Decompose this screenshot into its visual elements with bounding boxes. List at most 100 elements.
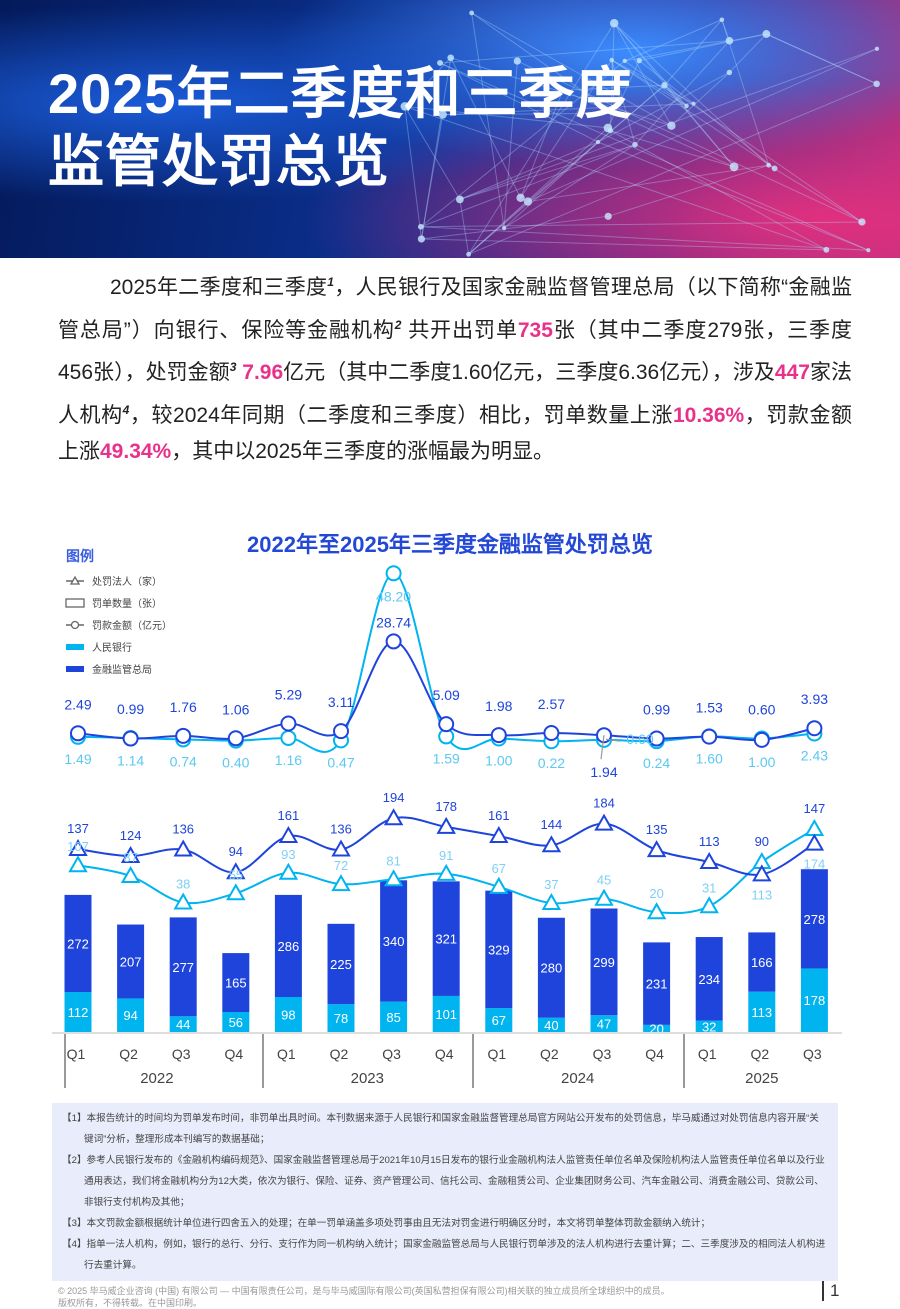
highlight-figure: 7.96: [242, 361, 284, 385]
quarter-tick-label: Q2: [750, 1046, 769, 1062]
bar-nfra: [485, 890, 513, 1009]
bar-label-pboc: 20: [649, 1021, 663, 1036]
entities-label-pboc: 67: [492, 861, 506, 876]
bar-pboc: [800, 968, 828, 1032]
network-line: [439, 62, 599, 143]
bar-pboc: [64, 992, 92, 1032]
paragraph-text: 亿元（其中二季度1.60亿元，三季度6.36亿元），涉及: [283, 361, 775, 385]
network-line: [471, 12, 672, 127]
fine-label-nfra: 0.99: [643, 702, 670, 718]
entities-label-nfra: 161: [278, 808, 300, 823]
network-line: [503, 141, 599, 229]
triangle-marker-nfra: [436, 816, 456, 834]
fine-line-nfra: [77, 640, 815, 742]
entities-label-pboc: 38: [176, 876, 190, 891]
network-node: [466, 251, 472, 257]
triangle-marker-nfra: [331, 839, 351, 857]
bar-label-nfra: 329: [488, 942, 510, 957]
network-line: [562, 89, 735, 168]
paragraph-text: 共开出罚单: [401, 318, 518, 342]
network-line: [520, 90, 564, 198]
paragraph-text: ，较2024年同期（二季度和三季度）相比，罚单数量上涨: [129, 403, 673, 427]
copyright-line: © 2025 毕马威企业咨询 (中国) 有限公司 — 中国有限责任公司，是与毕马…: [58, 1286, 670, 1296]
network-node: [417, 223, 424, 230]
paragraph-text: 张（其中二季度279张，三季度456张），处罚金额: [58, 318, 852, 385]
bar-nfra: [380, 880, 408, 1002]
network-line: [613, 22, 687, 107]
fine-label-nfra: 1.76: [170, 699, 197, 715]
network-line: [468, 84, 665, 255]
footnote-ref: 2: [394, 317, 402, 332]
highlight-figure: 447: [774, 361, 810, 385]
paragraph-text: 家法人机构: [58, 361, 852, 427]
circle-marker-nfra: [753, 731, 770, 748]
bar-nfra: [64, 894, 92, 993]
bar-nfra: [222, 953, 250, 1013]
triangle-marker-nfra: [699, 851, 719, 869]
year-label: 2025: [745, 1070, 778, 1087]
entities-label-nfra: 136: [330, 822, 352, 837]
bar-nfra: [695, 937, 723, 1021]
triangle-marker-pboc: [383, 869, 404, 887]
network-line: [607, 60, 640, 129]
network-line: [729, 33, 767, 73]
network-node: [417, 235, 426, 243]
triangle-marker-pboc: [594, 888, 614, 906]
network-node: [603, 123, 613, 133]
triangle-marker-nfra: [278, 826, 299, 844]
circle-marker-nfra: [227, 730, 244, 747]
network-node: [823, 246, 830, 253]
network-node: [684, 103, 689, 109]
fine-label-nfra: 5.29: [275, 686, 302, 702]
network-line: [520, 59, 613, 199]
quarter-tick-label: Q2: [330, 1046, 349, 1062]
triangle-marker-pboc: [278, 862, 299, 880]
network-node: [725, 36, 734, 45]
bar-label-nfra: 234: [698, 972, 720, 987]
bar-nfra: [327, 923, 355, 1005]
fine-line-pboc: [77, 572, 815, 753]
network-node: [612, 111, 617, 116]
bar-pboc: [222, 1012, 250, 1032]
triangle-marker-pboc: [331, 874, 351, 892]
entities-label-pboc: 174: [804, 857, 826, 872]
bar-pboc: [695, 1020, 723, 1032]
network-line: [468, 23, 615, 255]
network-line: [611, 59, 615, 114]
entities-label-nfra: 161: [488, 808, 510, 823]
network-line: [597, 72, 730, 143]
rights-line: 版权所有，不得转载。在中国印刷。: [58, 1298, 203, 1308]
network-node: [501, 225, 507, 231]
network-line: [459, 144, 636, 200]
fine-label-pboc: 0.24: [643, 755, 670, 771]
entities-label-nfra: 136: [172, 822, 194, 837]
network-line: [664, 84, 863, 223]
network-line: [671, 72, 730, 127]
network-line: [527, 48, 878, 203]
fine-label-pboc: 1.59: [433, 750, 460, 766]
bar-pboc: [485, 1008, 513, 1032]
network-line: [503, 144, 636, 229]
bar-label-nfra: 286: [278, 939, 300, 954]
network-line: [610, 130, 735, 168]
network-line: [404, 105, 827, 251]
network-line: [693, 103, 775, 169]
bar-label-nfra: 225: [330, 957, 352, 972]
triangle-marker-nfra: [383, 808, 404, 826]
network-line: [420, 57, 452, 240]
network-line: [611, 59, 687, 107]
fine-label-pboc: 0.40: [222, 755, 249, 771]
bar-label-nfra: 272: [67, 936, 89, 951]
network-line: [638, 60, 694, 105]
network-node: [604, 212, 612, 220]
network-line: [597, 141, 869, 251]
network-line: [442, 103, 694, 116]
bar-label-nfra: 280: [541, 961, 563, 976]
network-line: [613, 22, 769, 166]
triangle-marker-pboc: [804, 819, 825, 837]
entities-label-nfra: 144: [541, 817, 563, 832]
paragraph-text: 2025年二季度和三季度: [110, 276, 328, 299]
legend-label: 罚款金额（亿元）: [92, 619, 172, 632]
fine-label-pboc: 0.74: [170, 753, 197, 769]
network-node: [400, 102, 410, 111]
